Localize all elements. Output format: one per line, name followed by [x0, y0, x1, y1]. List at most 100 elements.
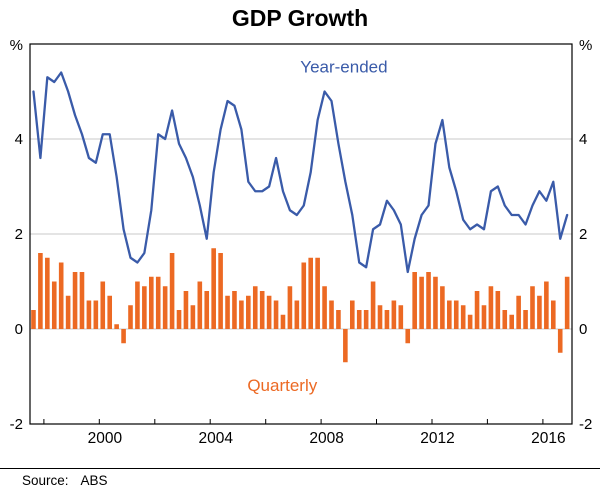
quarterly-bar — [308, 257, 313, 329]
quarterly-bar — [447, 300, 452, 329]
quarterly-bar — [218, 253, 223, 329]
quarterly-bar — [58, 262, 64, 329]
quarterly-bar — [460, 305, 466, 329]
quarterly-bar — [45, 257, 50, 329]
quarterly-bar — [426, 272, 431, 329]
chart-title: GDP Growth — [231, 5, 369, 31]
legend-year-ended: Year-ended — [300, 58, 387, 77]
quarterly-bar — [197, 281, 203, 329]
quarterly-bar — [370, 281, 376, 329]
quarterly-bar — [329, 300, 334, 329]
quarterly-bar — [211, 248, 216, 329]
quarterly-bar — [544, 281, 549, 329]
quarterly-bar — [322, 286, 327, 329]
quarterly-bar — [190, 305, 196, 329]
quarterly-bar — [100, 281, 106, 329]
quarterly-bar — [176, 310, 182, 329]
x-axis-label: 2004 — [198, 430, 233, 447]
quarterly-bar — [349, 300, 355, 329]
quarterly-bar — [377, 305, 383, 329]
quarterly-bar — [287, 286, 293, 329]
quarterly-bar — [148, 276, 154, 329]
quarterly-bar — [550, 300, 556, 329]
quarterly-bar — [107, 295, 113, 329]
quarterly-bar — [557, 329, 563, 353]
quarterly-bar — [204, 291, 210, 329]
quarterly-bar — [343, 329, 348, 363]
quarterly-bar — [530, 286, 535, 329]
y-axis-label-left: 2 — [15, 226, 23, 243]
quarterly-bar — [440, 286, 445, 329]
source-note: Source: ABS — [0, 473, 600, 488]
quarterly-bar — [86, 300, 92, 329]
source-label: Source: — [22, 473, 69, 488]
quarterly-bar — [135, 281, 140, 329]
quarterly-bar — [239, 300, 244, 329]
y-axis-label-right: 0 — [579, 321, 587, 338]
y-axis-label-left: -2 — [10, 416, 23, 433]
quarterly-bar — [336, 310, 341, 329]
quarterly-bar — [405, 329, 411, 344]
unit-label-left: % — [10, 37, 23, 54]
x-axis-label: 2008 — [309, 430, 343, 447]
quarterly-bar — [259, 291, 265, 329]
quarterly-bar — [246, 295, 251, 329]
plot-frame — [29, 43, 573, 425]
quarterly-bar — [266, 295, 272, 329]
gdp-growth-chart: 2000 2004 2008 2012 2016 4 4 2 2 0 0 -2 -2% % Year-end… — [10, 37, 593, 447]
quarterly-bar — [502, 310, 508, 329]
quarterly-bar — [495, 291, 501, 329]
quarterly-bar — [142, 286, 147, 329]
quarterly-bar — [419, 276, 424, 329]
quarterly-bar — [114, 324, 119, 329]
source-value: ABS — [80, 473, 108, 488]
quarterly-bar — [315, 257, 320, 329]
quarterly-bar — [294, 300, 300, 329]
quarterly-bar — [474, 291, 480, 329]
quarterly-bar — [356, 310, 362, 329]
y-axis-label-left: 4 — [15, 131, 23, 148]
quarterly-bar — [537, 295, 542, 329]
quarterly-bar — [273, 300, 279, 329]
quarterly-bar — [467, 314, 473, 329]
quarterly-bar — [128, 305, 133, 329]
y-axis-label-right: -2 — [579, 416, 592, 433]
quarterly-bar — [453, 300, 459, 329]
quarterly-bar — [509, 314, 514, 329]
quarterly-bar — [433, 276, 438, 329]
y-axis-label-left: 0 — [15, 321, 23, 338]
quarterly-bar — [481, 305, 487, 329]
quarterly-bar — [121, 329, 126, 344]
quarterly-bar — [412, 272, 417, 329]
unit-label-right: % — [579, 37, 592, 54]
quarterly-bar — [398, 305, 404, 329]
quarterly-bar — [232, 291, 237, 329]
quarterly-bar — [72, 272, 78, 329]
quarterly-bar — [51, 281, 57, 329]
quarterly-bar — [183, 291, 189, 329]
quarterly-bar — [155, 276, 161, 329]
quarterly-bar — [384, 310, 390, 329]
quarterly-bar — [523, 310, 528, 329]
quarterly-bar — [516, 295, 521, 329]
footer-divider — [0, 468, 600, 469]
quarterly-bar — [93, 300, 99, 329]
quarterly-bar — [252, 286, 258, 329]
legend-quarterly: Quarterly — [247, 376, 317, 395]
quarterly-bar — [363, 310, 369, 329]
y-axis-label-right: 4 — [579, 131, 587, 148]
x-axis-label: 2000 — [88, 430, 123, 447]
x-axis-label: 2016 — [531, 430, 565, 447]
year-ended-line — [32, 71, 569, 274]
quarterly-bar — [280, 314, 286, 329]
quarterly-bar — [162, 286, 168, 329]
quarterly-bar — [564, 276, 570, 329]
quarterly-bar — [225, 295, 230, 329]
quarterly-bar — [31, 310, 36, 329]
quarterly-bar — [301, 262, 307, 329]
x-axis-label: 2012 — [420, 430, 454, 447]
quarterly-bar — [79, 272, 85, 329]
quarterly-bar — [391, 300, 397, 329]
y-axis-label-right: 2 — [579, 226, 587, 243]
